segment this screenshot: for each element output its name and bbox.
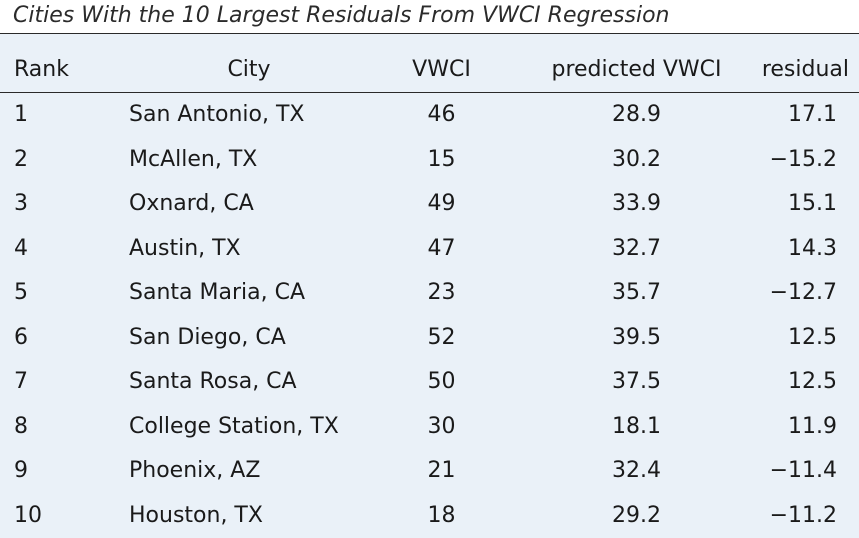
table-row: 10 Houston, TX 18 29.2 −11.2 bbox=[0, 493, 859, 538]
cell-predicted-vwci: 33.9 bbox=[612, 191, 661, 217]
cell-residual: 17.1 bbox=[788, 102, 837, 128]
table-body: 1 San Antonio, TX 46 28.9 17.1 2 McAllen, TX 15… bbox=[0, 91, 859, 538]
table-row: 3 Oxnard, CA 49 33.9 15.1 bbox=[0, 182, 859, 227]
column-header-city: City bbox=[227, 57, 271, 83]
cell-city: Santa Rosa, CA bbox=[129, 369, 297, 395]
cell-rank: 5 bbox=[14, 280, 28, 306]
table-row: 4 Austin, TX 47 32.7 14.3 bbox=[0, 226, 859, 271]
cell-rank: 6 bbox=[14, 324, 28, 350]
cell-vwci: 49 bbox=[427, 191, 456, 217]
cell-residual: −11.2 bbox=[769, 502, 837, 528]
cell-vwci: 30 bbox=[427, 413, 456, 439]
cell-city: San Antonio, TX bbox=[129, 102, 305, 128]
cell-rank: 7 bbox=[14, 369, 28, 395]
table-row: 7 Santa Rosa, CA 50 37.5 12.5 bbox=[0, 360, 859, 405]
cell-predicted-vwci: 30.2 bbox=[612, 146, 661, 172]
cell-predicted-vwci: 32.7 bbox=[612, 235, 661, 261]
cell-city: Oxnard, CA bbox=[129, 191, 254, 217]
cell-city: Austin, TX bbox=[129, 235, 241, 261]
cell-city: Phoenix, AZ bbox=[129, 458, 261, 484]
cell-city: College Station, TX bbox=[129, 413, 339, 439]
cell-rank: 4 bbox=[14, 235, 28, 261]
cell-rank: 8 bbox=[14, 413, 28, 439]
cell-residual: 12.5 bbox=[788, 324, 837, 350]
header-row: Rank City VWCI predicted VWCI residual bbox=[0, 48, 859, 92]
cell-vwci: 52 bbox=[427, 324, 456, 350]
table-row: 1 San Antonio, TX 46 28.9 17.1 bbox=[0, 93, 859, 138]
cell-vwci: 18 bbox=[427, 502, 456, 528]
table-row: 5 Santa Maria, CA 23 35.7 −12.7 bbox=[0, 271, 859, 316]
column-header-residual: residual bbox=[761, 57, 849, 83]
table-row: 9 Phoenix, AZ 21 32.4 −11.4 bbox=[0, 449, 859, 494]
cell-rank: 1 bbox=[14, 102, 28, 128]
cell-predicted-vwci: 28.9 bbox=[612, 102, 661, 128]
table-row: 6 San Diego, CA 52 39.5 12.5 bbox=[0, 315, 859, 360]
cell-residual: −15.2 bbox=[769, 146, 837, 172]
column-header-rank: Rank bbox=[14, 57, 69, 83]
cell-vwci: 47 bbox=[427, 235, 456, 261]
column-header-predicted-vwci: predicted VWCI bbox=[551, 57, 722, 83]
cell-vwci: 21 bbox=[427, 458, 456, 484]
column-header-vwci: VWCI bbox=[412, 57, 471, 83]
cell-vwci: 15 bbox=[427, 146, 456, 172]
cell-residual: −11.4 bbox=[769, 458, 837, 484]
residuals-table: Rank City VWCI predicted VWCI residual 1… bbox=[0, 48, 859, 538]
cell-vwci: 50 bbox=[427, 369, 456, 395]
cell-rank: 3 bbox=[14, 191, 28, 217]
table-row: 2 McAllen, TX 15 30.2 −15.2 bbox=[0, 137, 859, 182]
cell-vwci: 23 bbox=[427, 280, 456, 306]
cell-residual: 14.3 bbox=[788, 235, 837, 261]
title-bar: Cities With the 10 Largest Residuals Fro… bbox=[0, 0, 859, 34]
cell-predicted-vwci: 39.5 bbox=[612, 324, 661, 350]
cell-residual: 15.1 bbox=[788, 191, 837, 217]
header-divider bbox=[0, 91, 859, 93]
cell-rank: 10 bbox=[14, 502, 42, 528]
cell-city: Santa Maria, CA bbox=[129, 280, 305, 306]
table-title: Cities With the 10 Largest Residuals Fro… bbox=[13, 3, 670, 28]
cell-city: McAllen, TX bbox=[129, 146, 258, 172]
cell-predicted-vwci: 29.2 bbox=[612, 502, 661, 528]
cell-city: Houston, TX bbox=[129, 502, 263, 528]
cell-vwci: 46 bbox=[427, 102, 456, 128]
cell-predicted-vwci: 32.4 bbox=[612, 458, 661, 484]
cell-predicted-vwci: 18.1 bbox=[612, 413, 661, 439]
cell-predicted-vwci: 35.7 bbox=[612, 280, 661, 306]
table-header: Rank City VWCI predicted VWCI residual bbox=[0, 48, 859, 92]
cell-rank: 9 bbox=[14, 458, 28, 484]
cell-residual: −12.7 bbox=[769, 280, 837, 306]
cell-residual: 11.9 bbox=[788, 413, 837, 439]
cell-residual: 12.5 bbox=[788, 369, 837, 395]
cell-predicted-vwci: 37.5 bbox=[612, 369, 661, 395]
cell-city: San Diego, CA bbox=[129, 324, 286, 350]
cell-rank: 2 bbox=[14, 146, 28, 172]
table-row: 8 College Station, TX 30 18.1 11.9 bbox=[0, 404, 859, 449]
